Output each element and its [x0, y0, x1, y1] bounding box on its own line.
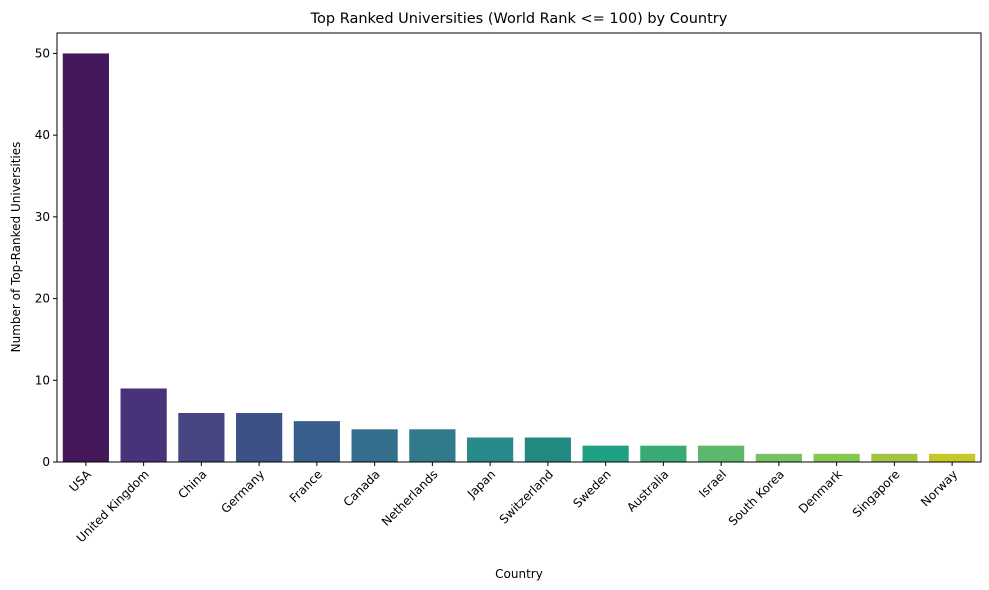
- y-tick-label: 20: [35, 292, 50, 306]
- x-tick-label: Japan: [464, 467, 498, 501]
- bar-usa: [62, 53, 109, 463]
- x-tick-label: Sweden: [570, 467, 613, 510]
- bar-australia: [640, 445, 687, 462]
- x-tick-label: Norway: [918, 467, 960, 509]
- bar-switzerland: [524, 437, 571, 462]
- x-tick-label: Canada: [341, 467, 383, 509]
- y-axis-title: Number of Top-Ranked Universities: [9, 142, 23, 353]
- bar-sweden: [582, 445, 629, 462]
- x-tick-label: Australia: [624, 467, 671, 514]
- y-axis-ticks: 0 10 20 30 40 50: [35, 46, 57, 469]
- x-tick-label: China: [175, 467, 209, 501]
- x-tick-label: France: [287, 467, 325, 505]
- bar-china: [178, 412, 225, 462]
- x-tick-label: USA: [67, 467, 95, 495]
- plot-area-frame: [56, 32, 982, 463]
- y-tick-label: 10: [35, 373, 50, 387]
- x-tick-label: Denmark: [796, 467, 845, 516]
- chart-title: Top Ranked Universities (World Rank <= 1…: [310, 11, 728, 27]
- bar-israel: [698, 445, 745, 462]
- y-tick-label: 30: [35, 210, 50, 224]
- bar-south-korea: [755, 453, 802, 462]
- bar-germany: [236, 412, 283, 462]
- bar-denmark: [813, 453, 860, 462]
- x-axis-title: Country: [495, 567, 543, 581]
- x-tick-label: Israel: [696, 467, 729, 500]
- bar-singapore: [871, 453, 918, 462]
- y-tick-label: 40: [35, 128, 50, 142]
- bar-france: [293, 421, 340, 462]
- y-tick-label: 50: [35, 46, 50, 60]
- bar-united-kingdom: [120, 388, 167, 462]
- y-tick-label: 0: [42, 455, 50, 469]
- x-tick-label: Singapore: [850, 467, 903, 520]
- x-tick-label: Germany: [218, 467, 267, 516]
- x-tick-label: Netherlands: [379, 467, 441, 529]
- bar-canada: [351, 429, 398, 462]
- bars-group: [62, 53, 976, 463]
- x-tick-label: Switzerland: [497, 467, 556, 526]
- bar-japan: [467, 437, 514, 462]
- bar-netherlands: [409, 429, 456, 462]
- x-tick-label: South Korea: [726, 467, 787, 528]
- bar-norway: [929, 453, 976, 462]
